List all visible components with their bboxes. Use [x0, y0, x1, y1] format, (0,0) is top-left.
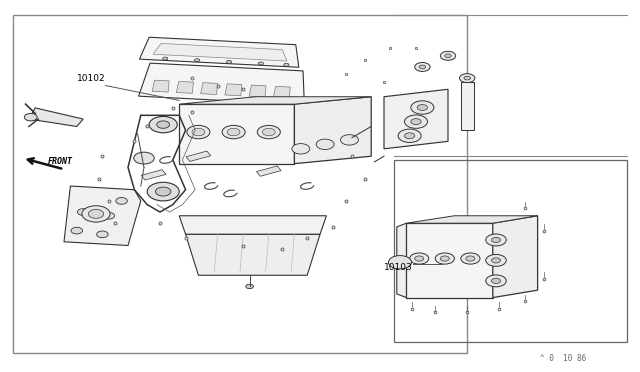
Bar: [394, 160, 627, 342]
Polygon shape: [273, 86, 291, 98]
Polygon shape: [153, 44, 287, 61]
Circle shape: [134, 152, 154, 164]
Circle shape: [486, 234, 506, 246]
Circle shape: [103, 212, 115, 219]
Polygon shape: [177, 81, 193, 93]
Circle shape: [445, 54, 451, 58]
Text: ^ 0  10 86: ^ 0 10 86: [540, 355, 586, 363]
Polygon shape: [139, 63, 305, 105]
Circle shape: [398, 129, 421, 142]
Circle shape: [147, 182, 179, 201]
Polygon shape: [201, 83, 218, 94]
Circle shape: [246, 284, 253, 289]
Circle shape: [417, 105, 428, 110]
Circle shape: [71, 227, 83, 234]
Text: FRONT: FRONT: [48, 157, 73, 166]
Circle shape: [192, 128, 205, 136]
Circle shape: [227, 60, 232, 63]
Circle shape: [88, 209, 104, 218]
Polygon shape: [152, 80, 169, 92]
Circle shape: [257, 125, 280, 139]
Polygon shape: [186, 234, 320, 275]
Polygon shape: [141, 170, 166, 180]
Polygon shape: [384, 89, 448, 149]
Polygon shape: [406, 223, 493, 298]
Circle shape: [316, 139, 334, 150]
Circle shape: [82, 206, 110, 222]
Circle shape: [388, 256, 412, 269]
Circle shape: [492, 278, 500, 283]
Polygon shape: [294, 97, 371, 164]
Polygon shape: [179, 216, 326, 234]
Circle shape: [187, 125, 210, 139]
Polygon shape: [406, 216, 538, 223]
Circle shape: [410, 253, 429, 264]
Circle shape: [24, 113, 37, 121]
Circle shape: [419, 65, 426, 69]
Polygon shape: [397, 223, 406, 298]
Circle shape: [404, 133, 415, 139]
Circle shape: [435, 253, 454, 264]
Circle shape: [195, 59, 200, 62]
Polygon shape: [461, 82, 474, 130]
Circle shape: [222, 125, 245, 139]
Circle shape: [292, 144, 310, 154]
Circle shape: [486, 254, 506, 266]
Circle shape: [411, 119, 421, 125]
Circle shape: [262, 128, 275, 136]
Circle shape: [460, 74, 475, 83]
Circle shape: [466, 256, 475, 261]
Circle shape: [157, 121, 170, 128]
Circle shape: [415, 62, 430, 71]
Circle shape: [440, 256, 449, 261]
Polygon shape: [29, 108, 83, 126]
Circle shape: [116, 198, 127, 204]
Polygon shape: [249, 85, 266, 97]
Polygon shape: [179, 97, 371, 104]
Polygon shape: [64, 186, 141, 246]
Polygon shape: [257, 166, 281, 176]
Circle shape: [227, 128, 240, 136]
Circle shape: [404, 115, 428, 128]
Polygon shape: [225, 84, 242, 96]
Text: 10102: 10102: [77, 74, 106, 83]
Polygon shape: [493, 216, 538, 298]
Circle shape: [77, 209, 89, 215]
Circle shape: [340, 135, 358, 145]
Text: 10103: 10103: [384, 263, 413, 272]
Circle shape: [259, 62, 264, 65]
Circle shape: [464, 76, 470, 80]
Circle shape: [163, 57, 168, 60]
Circle shape: [149, 116, 177, 133]
Circle shape: [411, 101, 434, 114]
Circle shape: [284, 63, 289, 66]
Polygon shape: [140, 37, 299, 67]
Circle shape: [461, 253, 480, 264]
Circle shape: [156, 187, 171, 196]
Polygon shape: [186, 151, 211, 161]
Circle shape: [97, 231, 108, 238]
Bar: [13, 15, 467, 353]
Circle shape: [415, 256, 424, 261]
Circle shape: [492, 258, 500, 263]
Circle shape: [492, 237, 500, 243]
Circle shape: [486, 275, 506, 287]
Polygon shape: [179, 104, 294, 164]
Circle shape: [440, 51, 456, 60]
